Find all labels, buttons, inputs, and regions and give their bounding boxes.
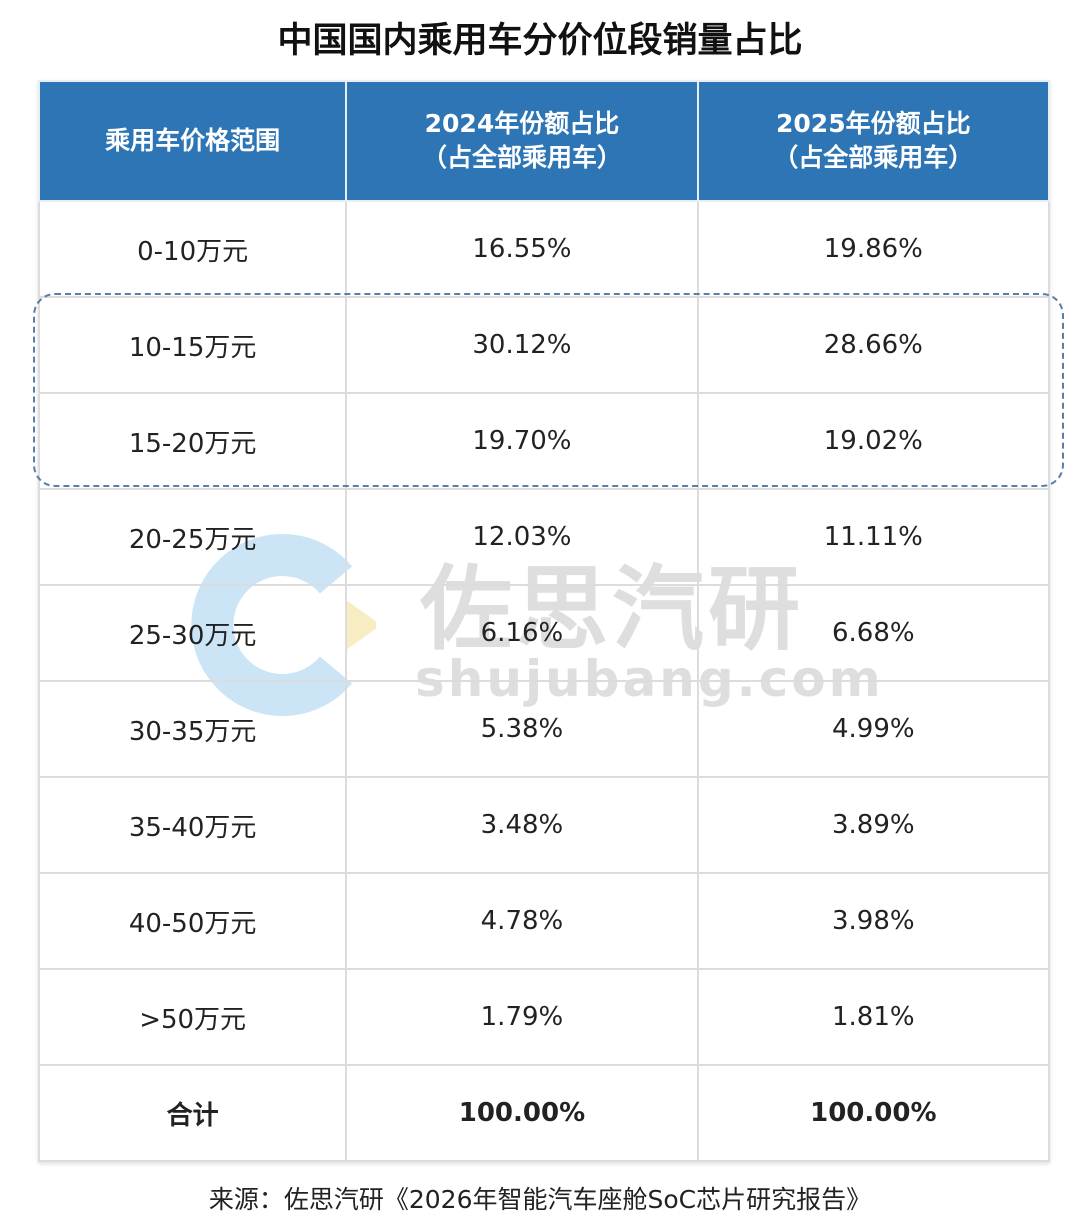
header-line: 2025年份额占比 (776, 109, 971, 138)
total-row: 合计 100.00% 100.00% (37, 1064, 1051, 1162)
price-range-cell: 30-35万元 (37, 680, 348, 778)
data-table: 乘用车价格范围 2024年份额占比 （占全部乘用车） 2025年份额占比 （占全部乘… (37, 80, 1051, 1162)
share-2025-cell: 28.66% (696, 296, 1051, 394)
price-range-cell: 40-50万元 (37, 872, 348, 970)
header-line: 乘用车价格范围 (105, 126, 281, 155)
table-row: 35-40万元 3.48% 3.89% (37, 776, 1051, 874)
table-row: 20-25万元 12.03% 11.11% (37, 488, 1051, 586)
share-2024-cell: 6.16% (345, 584, 699, 682)
share-2024-cell: 1.79% (345, 968, 699, 1066)
share-2025-cell: 3.98% (696, 872, 1051, 970)
price-range-cell: 0-10万元 (37, 200, 348, 298)
table-row: 40-50万元 4.78% 3.98% (37, 872, 1051, 970)
header-row: 乘用车价格范围 2024年份额占比 （占全部乘用车） 2025年份额占比 （占全部乘… (37, 80, 1051, 202)
price-range-cell: 25-30万元 (37, 584, 348, 682)
header-cell: 2025年份额占比 （占全部乘用车） (696, 80, 1051, 202)
share-2024-cell: 5.38% (345, 680, 699, 778)
share-2025-cell: 19.86% (696, 200, 1051, 298)
share-2024-cell: 3.48% (345, 776, 699, 874)
share-2024-cell: 30.12% (345, 296, 699, 394)
share-2024-cell: 16.55% (345, 200, 699, 298)
header-line: （占全部乘用车） (773, 143, 974, 172)
price-range-cell: 10-15万元 (37, 296, 348, 394)
share-2025-cell: 6.68% (696, 584, 1051, 682)
price-range-cell: 20-25万元 (37, 488, 348, 586)
table-row: 25-30万元 6.16% 6.68% (37, 584, 1051, 682)
share-2024-cell: 100.00% (345, 1064, 699, 1162)
table-row: >50万元 1.79% 1.81% (37, 968, 1051, 1066)
source-note: 来源：佐思汽研《2026年智能汽车座舱SoC芯片研究报告》 (208, 1185, 872, 1214)
header-line: （占全部乘用车） (421, 143, 622, 172)
share-2025-cell: 11.11% (696, 488, 1051, 586)
table-row: 0-10万元 16.55% 19.86% (37, 200, 1051, 298)
share-2024-cell: 19.70% (345, 392, 699, 490)
table-row: 15-20万元 19.70% 19.02% (37, 392, 1051, 490)
table-row: 30-35万元 5.38% 4.99% (37, 680, 1051, 778)
header-line: 2024年份额占比 (424, 109, 620, 138)
share-2025-cell: 4.99% (696, 680, 1051, 778)
share-2025-cell: 3.89% (696, 776, 1051, 874)
share-2025-cell: 19.02% (696, 392, 1051, 490)
header-cell: 2024年份额占比 （占全部乘用车） (345, 80, 699, 202)
share-2025-cell: 1.81% (696, 968, 1051, 1066)
price-range-cell: >50万元 (37, 968, 348, 1066)
price-range-cell: 15-20万元 (37, 392, 348, 490)
price-range-cell: 合计 (37, 1064, 348, 1162)
page-title: 中国国内乘用车分价位段销量占比 (277, 21, 803, 61)
price-range-cell: 35-40万元 (37, 776, 348, 874)
share-2024-cell: 4.78% (345, 872, 699, 970)
share-2024-cell: 12.03% (345, 488, 699, 586)
header-cell: 乘用车价格范围 (37, 80, 348, 202)
share-2025-cell: 100.00% (696, 1064, 1051, 1162)
table-row: 10-15万元 30.12% 28.66% (37, 296, 1051, 394)
